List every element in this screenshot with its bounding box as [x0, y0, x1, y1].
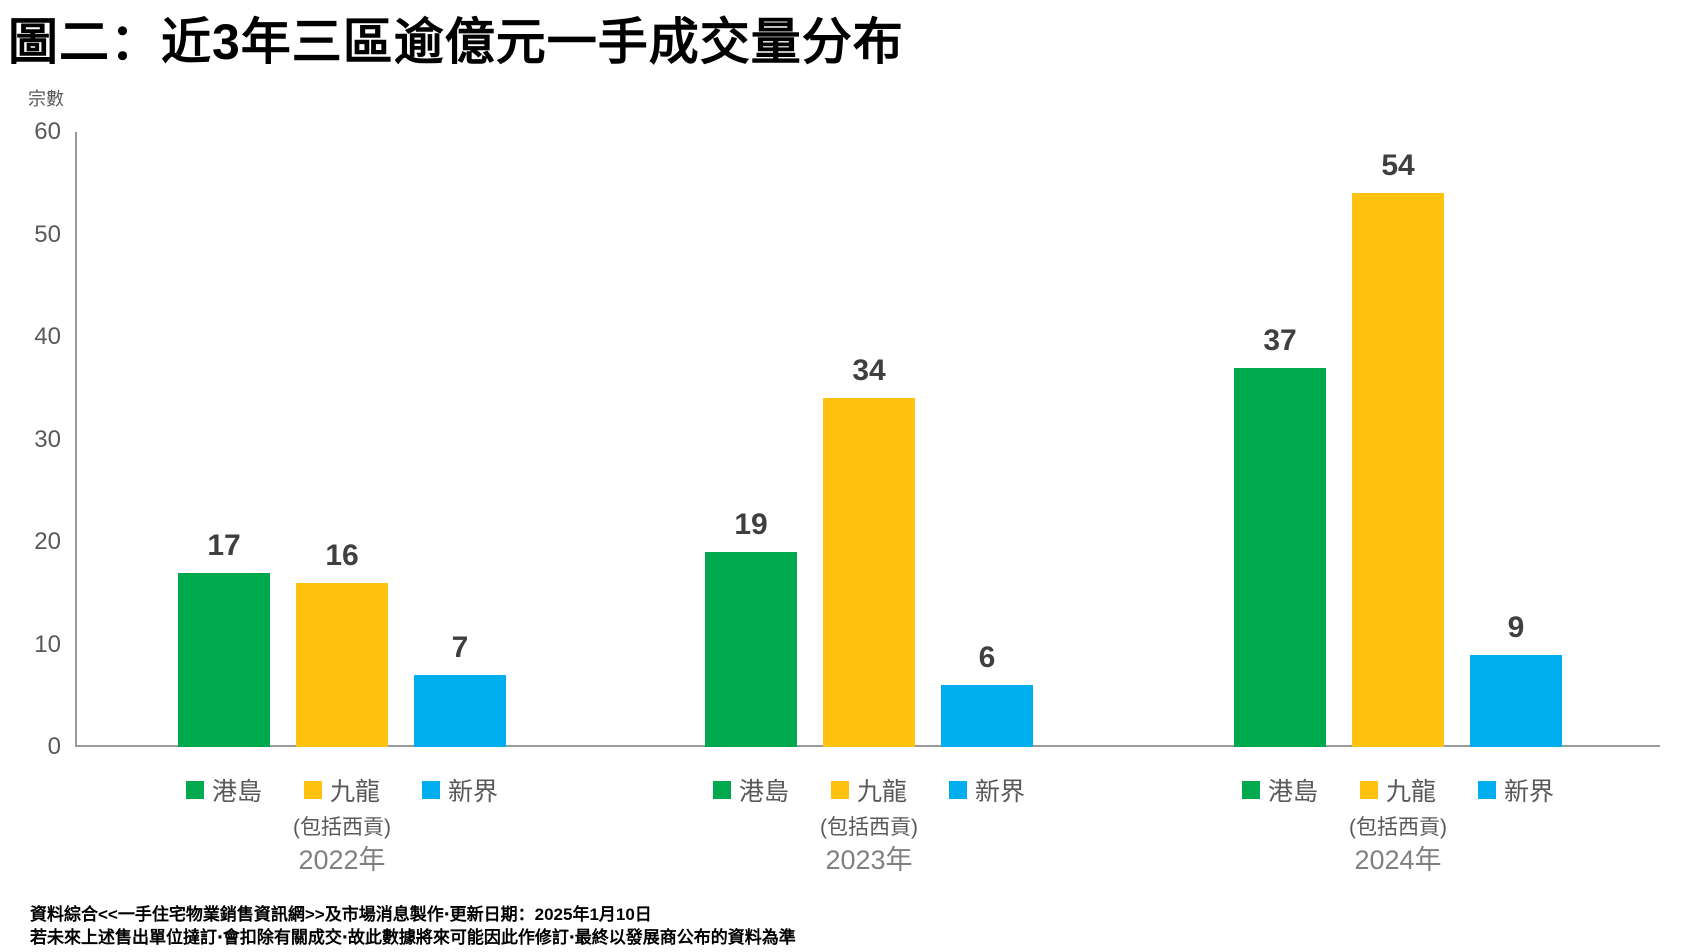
page-title: 圖二：近3年三區逾億元一手成交量分布 — [8, 14, 904, 70]
bar-group: 19 港島 34 九龍 (包括西貢) 6 新界 2023年 — [705, 132, 1033, 875]
bar-value-label: 19 — [734, 508, 768, 541]
legend-label: 九龍 — [856, 778, 907, 806]
legend-entry: 新界 — [948, 772, 1025, 808]
bar-group: 17 港島 16 九龍 (包括西貢) 7 新界 2022年 — [178, 132, 506, 875]
footnotes: 資料綜合<<一手住宅物業銷售資訊網>>及市場消息製作‧更新日期：2025年1月1… — [30, 903, 796, 949]
legend-entry: 新界 — [1477, 772, 1554, 808]
bar — [823, 398, 915, 747]
legend-label: 港島 — [738, 778, 789, 806]
x-category-label: 2023年 — [825, 845, 913, 875]
y-axis-unit-label: 宗數 — [28, 89, 64, 109]
legend-sublabel: (包括西貢) — [293, 816, 391, 839]
legend-sublabel: (包括西貢) — [820, 816, 918, 839]
legend-swatch — [303, 781, 322, 799]
bar-value-label: 54 — [1381, 149, 1415, 182]
bar — [296, 583, 388, 747]
bar-value-label: 16 — [325, 539, 359, 572]
y-tick-label: 30 — [34, 425, 61, 453]
bar — [1234, 368, 1326, 747]
legend-swatch — [712, 781, 731, 799]
bar — [705, 552, 797, 747]
y-tick-label: 40 — [34, 323, 61, 350]
legend-label: 港島 — [211, 778, 262, 806]
legend-item: 九龍 (包括西貢) — [293, 772, 391, 841]
legend-label: 九龍 — [329, 778, 380, 806]
legend-label: 港島 — [1267, 778, 1318, 806]
bar-value-label: 6 — [978, 641, 996, 674]
bar — [1352, 193, 1444, 747]
legend-item: 新界 — [414, 772, 506, 808]
legend-swatch — [948, 781, 967, 799]
legend-entry: 港島 — [1241, 772, 1318, 808]
legend-entry: 九龍 — [1359, 772, 1436, 808]
legend-swatch — [1477, 781, 1496, 799]
y-tick-label: 50 — [34, 220, 61, 248]
bar-value-label: 7 — [451, 631, 469, 664]
footnote-source: 資料綜合<<一手住宅物業銷售資訊網>>及市場消息製作‧更新日期：2025年1月1… — [30, 905, 652, 924]
legend-item: 港島 — [705, 772, 797, 808]
bar — [414, 675, 506, 747]
y-tick-label: 10 — [34, 630, 61, 658]
footnote-disclaimer: 若未來上述售出單位撻訂‧會扣除有關成交‧故此數據將來可能因此作修訂‧最終以發展商… — [30, 928, 796, 947]
legend-entry: 九龍 — [303, 772, 380, 808]
bar-chart-plot-area: 0 10 20 30 40 50 60 17 港島 16 九龍 (包括西貢) 7 新界 2022年 19 港島 3… — [34, 118, 1660, 875]
legend-swatch — [830, 781, 849, 799]
x-category-label: 2024年 — [1354, 845, 1442, 875]
legend-item: 港島 — [1234, 772, 1326, 808]
bar-value-label: 37 — [1263, 324, 1297, 357]
legend-entry: 九龍 — [830, 772, 907, 808]
y-tick-label: 20 — [34, 528, 61, 555]
bar — [1470, 655, 1562, 747]
legend-sublabel: (包括西貢) — [1349, 816, 1447, 839]
legend-item: 港島 — [178, 772, 270, 808]
legend-label: 新界 — [1503, 778, 1554, 806]
legend-item: 九龍 (包括西貢) — [820, 772, 918, 841]
legend-entry: 港島 — [185, 772, 262, 808]
legend-label: 九龍 — [1385, 778, 1436, 806]
y-tick-label: 60 — [34, 118, 61, 145]
x-category-label: 2022年 — [298, 845, 386, 875]
legend-swatch — [421, 781, 440, 799]
legend-label: 新界 — [447, 778, 498, 806]
bar — [178, 573, 270, 747]
y-tick-label: 0 — [47, 733, 61, 760]
bar-value-label: 34 — [852, 354, 886, 387]
bar-group: 37 港島 54 九龍 (包括西貢) 9 新界 2024年 — [1234, 132, 1562, 875]
legend-item: 九龍 (包括西貢) — [1349, 772, 1447, 841]
legend-entry: 港島 — [712, 772, 789, 808]
legend-swatch — [185, 781, 204, 799]
legend-item: 新界 — [1470, 772, 1562, 808]
legend-label: 新界 — [974, 778, 1025, 806]
legend-swatch — [1359, 781, 1378, 799]
legend-item: 新界 — [941, 772, 1033, 808]
legend-swatch — [1241, 781, 1260, 799]
legend-entry: 新界 — [421, 772, 498, 808]
bar-value-label: 17 — [207, 529, 241, 562]
bar — [941, 685, 1033, 747]
bar-value-label: 9 — [1507, 611, 1525, 644]
